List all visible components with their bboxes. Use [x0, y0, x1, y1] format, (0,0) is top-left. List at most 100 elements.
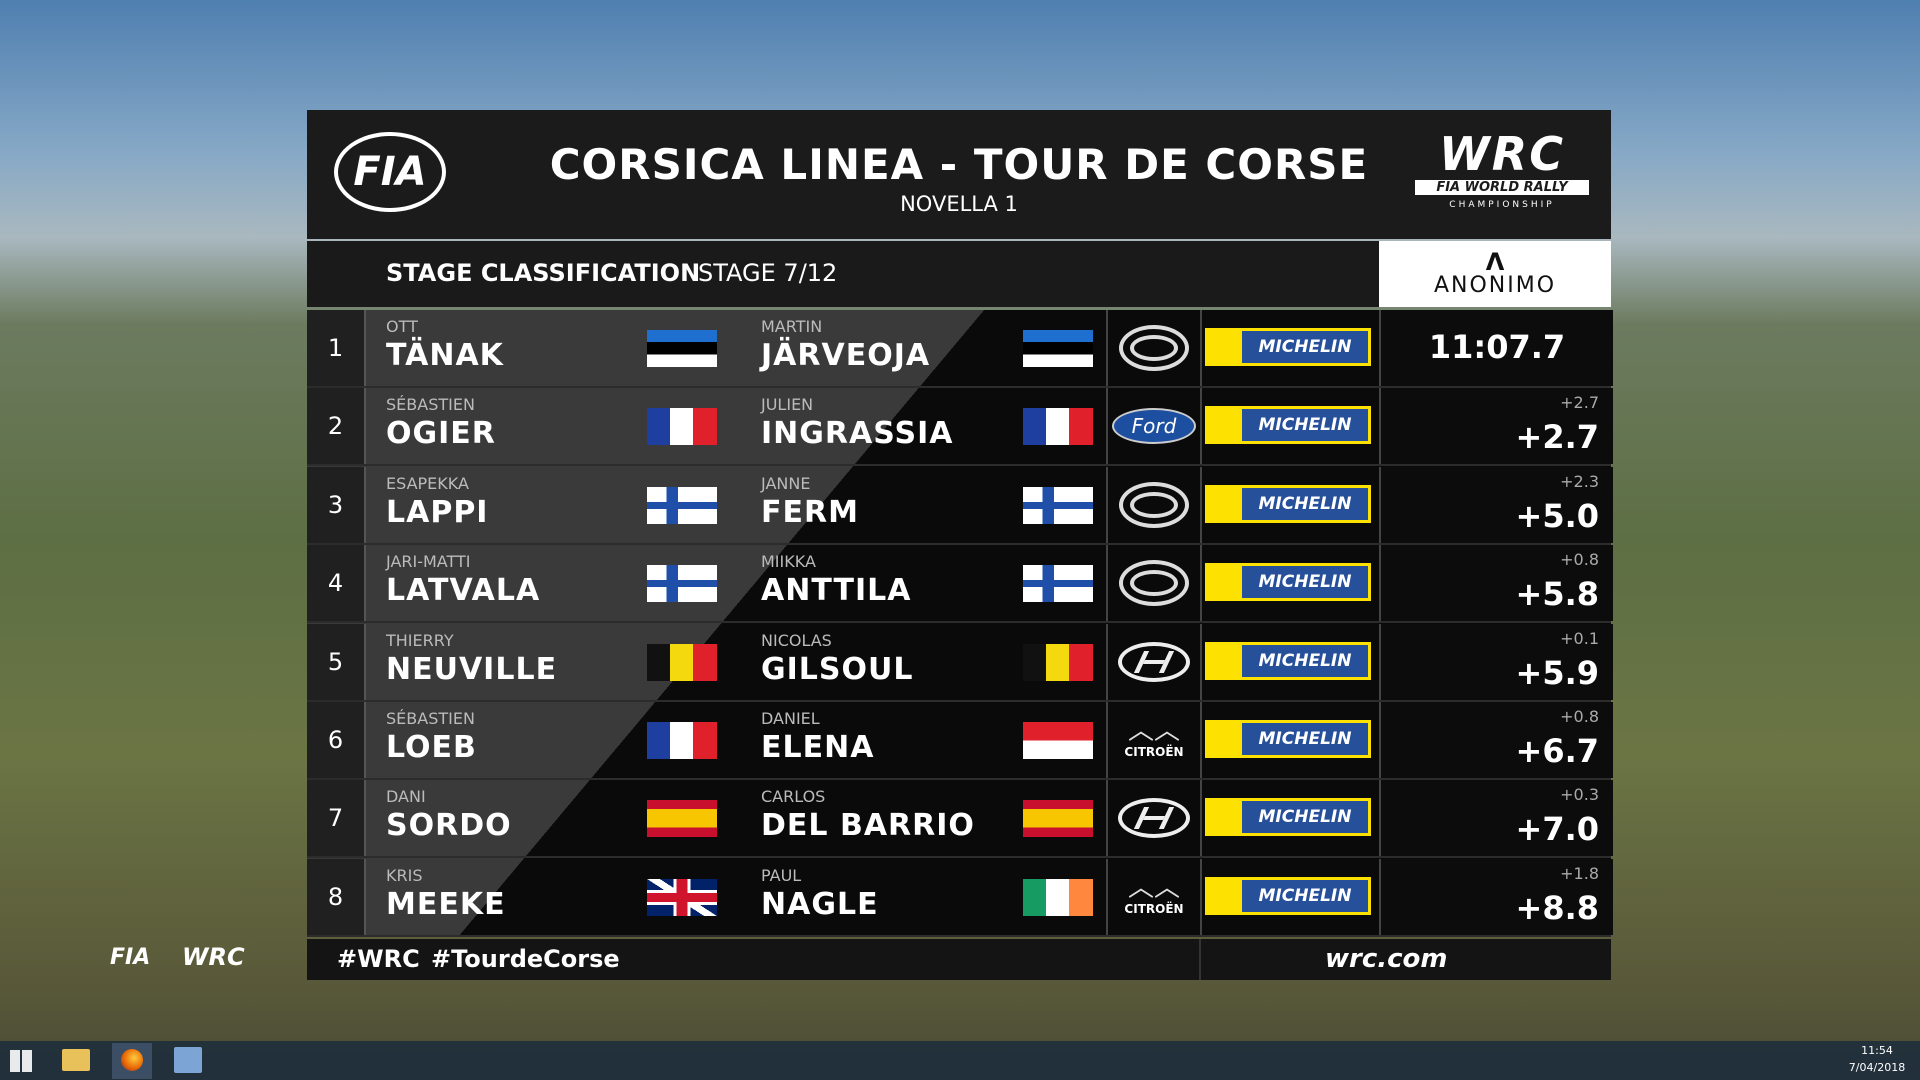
gap-to-previous: +0.8: [1560, 550, 1599, 570]
codriver-last-name: NAGLE: [761, 886, 879, 922]
citroen-chevrons: ︿︿: [1127, 716, 1180, 746]
tyre-sponsor: MICHELIN: [1205, 641, 1371, 680]
codriver-first-name: JANNE: [761, 473, 811, 493]
toyota-logo: [1119, 481, 1189, 528]
footer: #WRC #TourdeCorse wrc.com: [307, 939, 1611, 980]
sponsor-box: Λ ANONIMO: [1379, 241, 1611, 307]
driver-flag: [647, 408, 717, 446]
time-cell: +1.8 +8.8: [1379, 858, 1613, 935]
driver-last-name: LAPPI: [386, 494, 489, 530]
position: 6: [307, 702, 366, 778]
gap-to-leader: +5.8: [1515, 575, 1600, 614]
driver-last-name: SORDO: [386, 808, 512, 844]
time-cell: +0.8 +5.8: [1379, 545, 1613, 622]
sponsor-name: ANONIMO: [1433, 272, 1557, 298]
position: 4: [307, 545, 366, 622]
tyre-sponsor: MICHELIN: [1205, 328, 1371, 366]
codriver-flag: [1023, 486, 1093, 524]
result-row: 2 SÉBASTIEN OGIER JULIEN INGRASSIA Ford MICHEL…: [307, 388, 1613, 467]
gap-to-leader: +2.7: [1515, 418, 1600, 457]
app-icon[interactable]: [174, 1047, 202, 1073]
gap-to-previous: +1.8: [1560, 863, 1599, 883]
driver-last-name: TÄNAK: [386, 338, 504, 373]
codriver-first-name: JULIEN: [761, 395, 814, 415]
stage-time: 11:07.7: [1428, 328, 1566, 366]
tyre-brand: MICHELIN: [1242, 879, 1368, 912]
result-row: 8 KRIS MEEKE PAUL NAGLE ︿︿ CITROËN MICHELIN +1.8…: [307, 858, 1613, 937]
codriver-last-name: INGRASSIA: [761, 416, 954, 452]
tyre-sponsor: MICHELIN: [1205, 563, 1371, 602]
classification-panel: FIA CORSICA LINEA - TOUR DE CORSE NOVELL…: [307, 110, 1613, 980]
manufacturer-logo: Ford: [1106, 388, 1202, 465]
driver-first-name: DANI: [386, 787, 426, 807]
codriver-flag: [1023, 643, 1093, 681]
codriver-flag: [1023, 408, 1093, 446]
driver-first-name: SÉBASTIEN: [386, 709, 475, 728]
tyre-sponsor: MICHELIN: [1205, 720, 1371, 758]
explorer-icon[interactable]: [62, 1049, 90, 1071]
driver-last-name: LOEB: [386, 730, 477, 765]
hyundai-h: [1133, 807, 1175, 830]
manufacturer-logo: [1106, 545, 1202, 622]
wrc-subtagline: CHAMPIONSHIP: [1449, 200, 1555, 210]
result-row: 3 ESAPEKKA LAPPI JANNE FERM MICHELIN +2.3 +5.0: [307, 466, 1613, 545]
divider: [1199, 939, 1201, 980]
driver-first-name: KRIS: [386, 865, 423, 885]
manufacturer-logo: [1106, 780, 1202, 857]
driver-last-name: OGIER: [386, 416, 496, 452]
toyota-inner: [1130, 335, 1178, 361]
codriver-first-name: MIIKKA: [761, 552, 816, 572]
driver-first-name: OTT: [386, 317, 418, 336]
clock-date[interactable]: 7/04/2018: [1848, 1061, 1906, 1074]
firefox-button[interactable]: [112, 1043, 152, 1079]
codriver-last-name: ANTTILA: [761, 573, 912, 609]
fia-logo: FIA: [334, 132, 446, 212]
codriver-last-name: DEL BARRIO: [761, 808, 975, 844]
driver-first-name: ESAPEKKA: [386, 473, 469, 493]
time-cell: +0.1 +5.9: [1379, 623, 1613, 700]
stage-number: STAGE 7/12: [698, 259, 838, 287]
gap-to-previous: +2.7: [1560, 393, 1599, 413]
tyre-brand: MICHELIN: [1242, 331, 1368, 363]
driver-flag: [647, 486, 717, 524]
citroen-name: CITROËN: [1124, 901, 1184, 916]
firefox-icon: [121, 1049, 143, 1071]
gap-to-leader: +5.9: [1515, 653, 1600, 692]
result-row: 5 THIERRY NEUVILLE NICOLAS GILSOUL MICHELIN +0…: [307, 623, 1613, 702]
clock-time[interactable]: 11:54: [1861, 1044, 1893, 1057]
tyre-brand: MICHELIN: [1242, 644, 1368, 677]
hashtag: #WRC: [337, 945, 420, 973]
driver-last-name: NEUVILLE: [386, 651, 558, 687]
position: 2: [307, 388, 366, 465]
results-table: 1 OTT TÄNAK MARTIN JÄRVEOJA MICHELIN 11:07.7 2 S…: [307, 310, 1613, 937]
stage-label: STAGE CLASSIFICATION: [386, 259, 701, 287]
tyre-sponsor: MICHELIN: [1205, 876, 1371, 915]
result-row: 1 OTT TÄNAK MARTIN JÄRVEOJA MICHELIN 11:07.7: [307, 310, 1613, 388]
driver-first-name: SÉBASTIEN: [386, 395, 475, 415]
gap-to-leader: +6.7: [1515, 732, 1600, 770]
manufacturer-logo: [1106, 310, 1202, 386]
driver-flag: [647, 722, 717, 759]
codriver-last-name: JÄRVEOJA: [761, 338, 931, 373]
driver-last-name: LATVALA: [386, 573, 541, 609]
time-cell: +0.3 +7.0: [1379, 780, 1613, 857]
codriver-flag: [1023, 722, 1093, 759]
ford-logo: Ford: [1112, 408, 1196, 445]
driver-flag: [647, 330, 717, 367]
tyre-brand: MICHELIN: [1242, 566, 1368, 599]
driver-flag: [647, 878, 717, 916]
tyre-sponsor: MICHELIN: [1205, 798, 1371, 837]
stage-bar: STAGE CLASSIFICATION STAGE 7/12 Λ ANONIM…: [307, 241, 1611, 307]
start-button[interactable]: [10, 1050, 32, 1072]
hyundai-logo: [1118, 641, 1190, 682]
result-row: 6 SÉBASTIEN LOEB DANIEL ELENA ︿︿ CITROËN MICHEL…: [307, 702, 1613, 780]
gap-to-previous: +0.8: [1560, 707, 1599, 726]
side-fia-logo: FIA: [110, 945, 151, 970]
toyota-logo: [1119, 560, 1189, 607]
codriver-first-name: DANIEL: [761, 709, 820, 728]
citroen-logo: ︿︿ CITROËN: [1124, 875, 1184, 916]
wrc-logo: WRC: [1439, 127, 1565, 181]
driver-flag: [647, 643, 717, 681]
sponsor-mark: Λ: [1485, 247, 1505, 276]
